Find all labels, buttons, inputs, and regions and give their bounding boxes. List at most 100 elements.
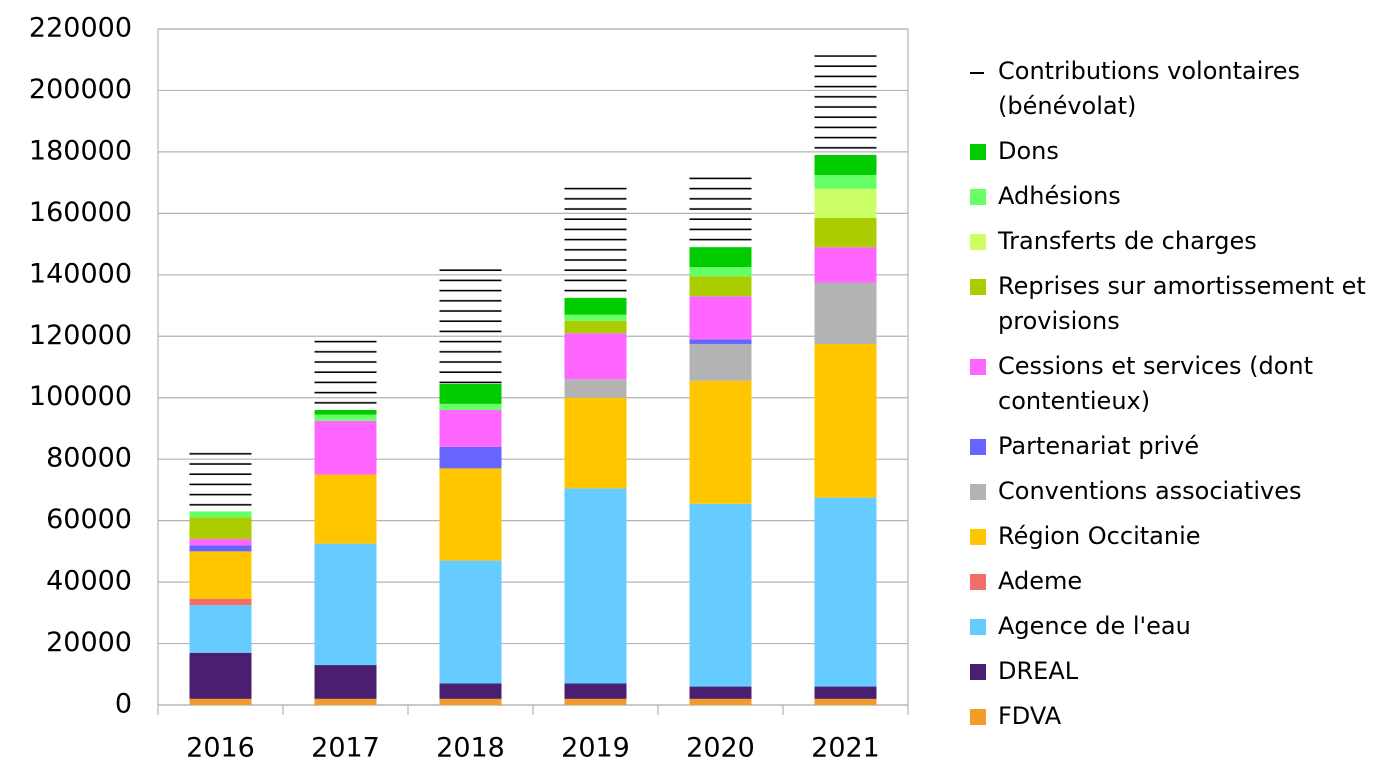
bar-segment xyxy=(439,698,502,705)
bar-segment xyxy=(814,188,877,218)
legend-label: Conventions associatives xyxy=(998,477,1302,505)
legend-label: Agence de l'eau xyxy=(998,612,1191,640)
legend: Contributions volontaires (bénévolat) Don… xyxy=(968,54,1378,744)
legend-swatch xyxy=(970,279,986,295)
y-tick-label: 120000 xyxy=(29,320,132,351)
bar-segment xyxy=(564,297,627,315)
bar-segment xyxy=(314,543,377,666)
legend-label: Dons xyxy=(998,137,1059,165)
bar-segment xyxy=(314,474,377,544)
bar-segment xyxy=(189,605,252,653)
bar-segment xyxy=(189,539,252,546)
legend-item: Dons xyxy=(968,134,1378,169)
legend-label: Ademe xyxy=(998,567,1083,595)
legend-label: Région Occitanie xyxy=(998,522,1201,550)
x-tick-label: 2016 xyxy=(186,733,255,762)
legend-item: Région Occitanie xyxy=(968,519,1378,554)
legend-label: Transferts de charges xyxy=(998,227,1257,255)
legend-swatch xyxy=(970,664,986,680)
bar-segment xyxy=(564,683,627,699)
legend-item: Transferts de charges xyxy=(968,224,1378,259)
bar-segment xyxy=(814,247,877,283)
bar-segment xyxy=(564,397,627,489)
bar-segment xyxy=(689,276,752,297)
y-tick-label: 60000 xyxy=(46,504,132,535)
y-tick-label: 80000 xyxy=(46,443,132,474)
y-tick-label: 160000 xyxy=(29,197,132,228)
bar-segment xyxy=(189,652,252,699)
legend-label: Cessions et services (dont contentieux) xyxy=(998,352,1314,415)
bar-segment xyxy=(439,410,502,447)
legend-label: Adhésions xyxy=(998,182,1121,210)
legend-label: Partenariat privé xyxy=(998,432,1200,460)
bar-segment xyxy=(314,414,377,421)
legend-label: Reprises sur amortissement et provisions xyxy=(998,272,1366,335)
bar-segment xyxy=(564,320,627,334)
bar-segment xyxy=(189,551,252,599)
legend-swatch xyxy=(970,144,986,160)
y-tick-label: 100000 xyxy=(29,381,132,412)
bar-segment xyxy=(439,560,502,684)
legend-label: DREAL xyxy=(998,657,1079,685)
legend-swatch xyxy=(970,574,986,590)
bar-segment xyxy=(439,468,502,561)
hatched-bar-segment xyxy=(439,268,502,384)
legend-item: FDVA xyxy=(968,699,1378,734)
bar-segment xyxy=(314,410,377,415)
x-tick-label: 2017 xyxy=(311,733,380,762)
legend-item: Contributions volontaires (bénévolat) xyxy=(968,54,1378,124)
bar-segment xyxy=(814,686,877,699)
bar-segment xyxy=(564,379,627,398)
bar-segment xyxy=(314,665,377,699)
bar-segment xyxy=(689,698,752,705)
legend-item: Adhésions xyxy=(968,179,1378,214)
bar-segment xyxy=(814,154,877,175)
y-tick-label: 20000 xyxy=(46,627,132,658)
legend-swatch xyxy=(970,234,986,250)
bar-segment xyxy=(564,333,627,380)
bar-segment xyxy=(814,282,877,344)
bar-segment xyxy=(189,511,252,518)
hatched-bar-segment xyxy=(814,55,877,155)
y-tick-label: 40000 xyxy=(46,566,132,597)
bar-segment xyxy=(689,339,752,344)
legend-label: Contributions volontaires (bénévolat) xyxy=(998,57,1300,120)
bar-segment xyxy=(189,517,252,540)
legend-label: FDVA xyxy=(998,702,1062,730)
bar-segment xyxy=(189,598,252,606)
bar-segment xyxy=(189,545,252,552)
bar-segment xyxy=(814,174,877,189)
y-tick-label: 200000 xyxy=(29,74,132,105)
legend-swatch xyxy=(970,619,986,635)
legend-swatch xyxy=(970,72,984,74)
bar-segment xyxy=(689,503,752,687)
legend-swatch xyxy=(970,529,986,545)
bar-segment xyxy=(689,247,752,268)
y-tick-label: 140000 xyxy=(29,258,132,289)
legend-swatch xyxy=(970,484,986,500)
legend-swatch xyxy=(970,439,986,455)
legend-swatch xyxy=(970,189,986,205)
x-tick-label: 2020 xyxy=(686,733,755,762)
bar-segment xyxy=(689,686,752,699)
legend-item: Cessions et services (dont contentieux) xyxy=(968,349,1378,419)
bar-segment xyxy=(689,296,752,340)
x-tick-label: 2021 xyxy=(811,733,880,762)
bar-segment xyxy=(314,698,377,705)
bar-segment xyxy=(189,698,252,705)
x-tick-label: 2018 xyxy=(436,733,505,762)
bar-segment xyxy=(814,343,877,498)
bar-segment xyxy=(439,446,502,469)
bar-segment xyxy=(439,403,502,411)
bar-segment xyxy=(564,314,627,321)
hatched-bar-segment xyxy=(189,449,252,512)
bar-segment xyxy=(814,217,877,248)
legend-swatch xyxy=(970,709,986,725)
bar-segment xyxy=(689,380,752,504)
x-tick-label: 2019 xyxy=(561,733,630,762)
y-tick-label: 180000 xyxy=(29,135,132,166)
bar-segment xyxy=(564,488,627,684)
hatched-bar-segment xyxy=(314,336,377,411)
plot-border xyxy=(157,28,909,706)
